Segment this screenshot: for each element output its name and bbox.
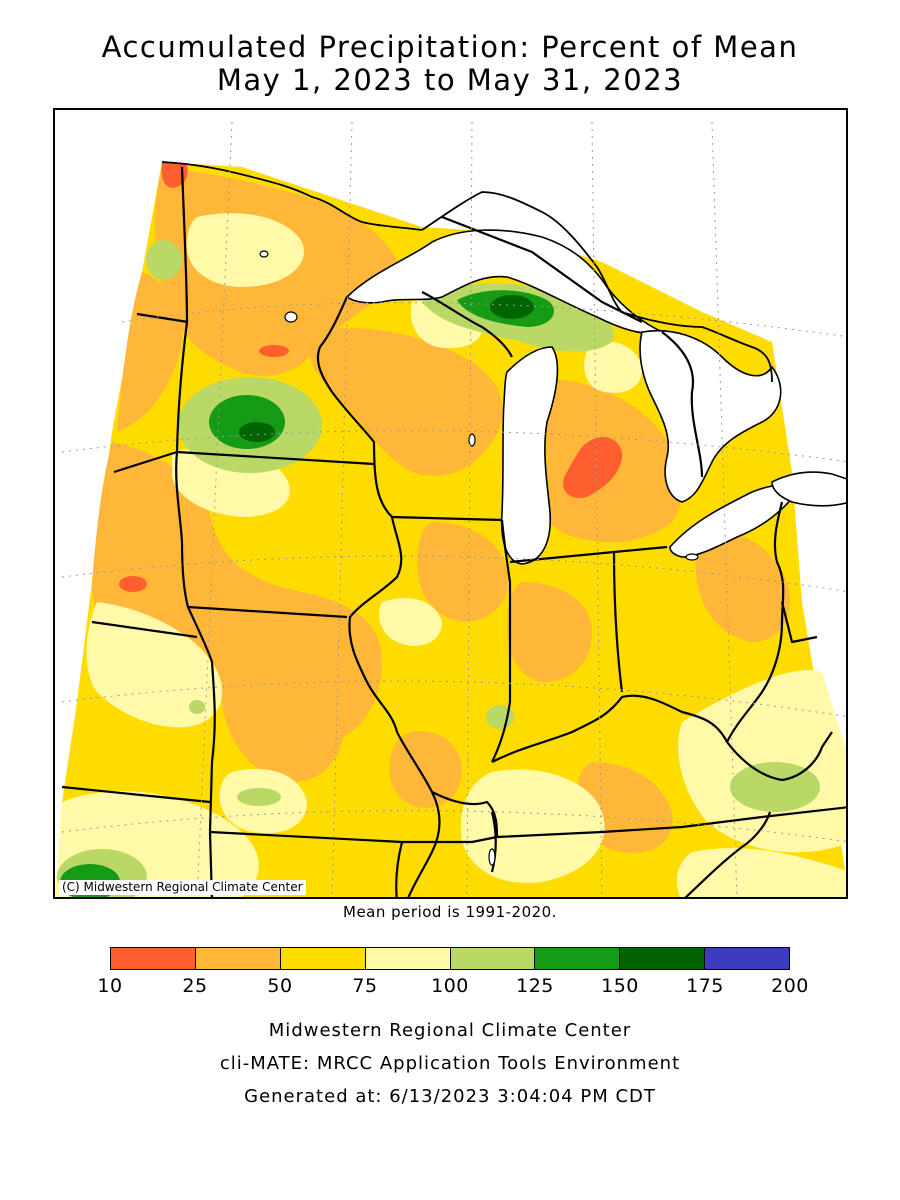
legend-tick-label: 175 — [686, 975, 724, 997]
zones-150-175 — [239, 295, 534, 442]
legend-tick-label: 75 — [352, 975, 378, 997]
coastlines — [161, 161, 773, 383]
copyright-label: (C) Midwestern Regional Climate Center — [59, 880, 306, 895]
legend-swatch-50-75 — [280, 948, 366, 969]
legend-swatch-175-200 — [705, 948, 789, 969]
legend-tick-label: 200 — [771, 975, 809, 997]
footer-org: Midwestern Regional Climate Center — [268, 1020, 632, 1041]
legend-swatch-100-125 — [450, 948, 536, 969]
legend-tick-label: 125 — [516, 975, 554, 997]
footer-app: cli-MATE: MRCC Application Tools Environ… — [219, 1053, 681, 1074]
map-date-range: May 1, 2023 to May 31, 2023 — [216, 63, 684, 97]
legend-swatch-25-50 — [195, 948, 281, 969]
lake-huron — [639, 329, 782, 503]
legend-tick-label: 150 — [601, 975, 639, 997]
legend-swatch-125-150 — [535, 948, 621, 969]
zones-10-25 — [119, 162, 623, 592]
footer-timestamp: Generated at: 6/13/2023 3:04:04 PM CDT — [244, 1086, 656, 1107]
legend-tick-label: 25 — [182, 975, 208, 997]
map-canvas — [55, 110, 846, 897]
graticule — [61, 121, 846, 897]
legend-tick-label: 50 — [267, 975, 293, 997]
legend-tick-label: 10 — [97, 975, 123, 997]
legend-swatch-150-175 — [620, 948, 706, 969]
precipitation-map: (C) Midwestern Regional Climate Center — [53, 108, 848, 899]
zones-75-100 — [55, 213, 846, 897]
lake-ontario — [771, 471, 846, 507]
lake-michigan — [500, 346, 559, 565]
legend-swatch-10-25 — [111, 948, 196, 969]
state-borders — [61, 166, 846, 897]
legend-swatch-75-100 — [365, 948, 451, 969]
great-lakes — [345, 229, 846, 565]
legend-tick-label: 100 — [431, 975, 469, 997]
color-legend — [110, 947, 790, 970]
map-title: Accumulated Precipitation: Percent of Me… — [101, 30, 799, 64]
small-lakes — [259, 250, 699, 866]
mean-period-note: Mean period is 1991-2020. — [343, 903, 557, 921]
